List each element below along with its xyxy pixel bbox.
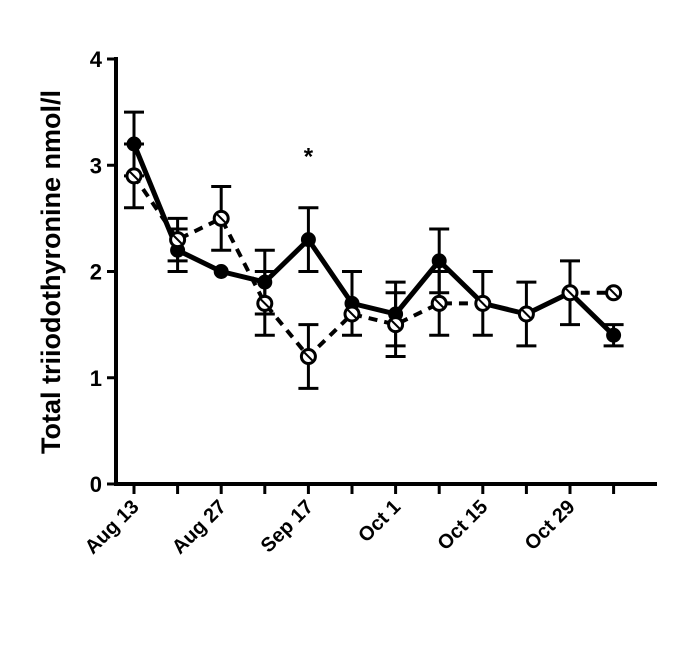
- data-point-open-mark: [565, 288, 575, 298]
- x-tick-label: Oct 1: [354, 496, 405, 547]
- y-tick-label: 0: [90, 472, 102, 497]
- data-point-open-mark: [608, 288, 619, 298]
- data-point-filled: [606, 327, 622, 343]
- error-bars: [124, 110, 624, 390]
- data-point-open-mark: [390, 319, 401, 330]
- data-point-filled: [300, 232, 316, 248]
- data-point-filled: [126, 136, 142, 152]
- data-point-open-mark: [347, 309, 357, 319]
- x-tick-label: Aug 13: [81, 496, 144, 559]
- significance-annotation: *: [304, 144, 314, 171]
- data-point-open-mark: [260, 298, 270, 309]
- y-tick-label: 2: [90, 260, 102, 285]
- x-tick-label: Aug 27: [168, 496, 231, 559]
- x-tick-label: Oct 29: [521, 496, 580, 555]
- data-point-open-mark: [129, 171, 139, 181]
- data-point-filled: [431, 253, 447, 269]
- data-point-open-mark: [434, 298, 444, 309]
- data-point-open-mark: [478, 298, 488, 309]
- axis-labels: 0 1 2 3 4 Aug 13 Aug 27 Sep 17 Oct 1 Oct 15 Oct 29…: [81, 47, 580, 559]
- x-tick-label: Oct 15: [434, 496, 493, 555]
- data-point-open-mark: [172, 234, 183, 245]
- y-tick-label: 4: [90, 47, 103, 72]
- y-tick-label: 1: [90, 366, 102, 391]
- series-lines: [131, 143, 616, 360]
- data-point-filled: [257, 274, 273, 290]
- y-tick-label: 3: [90, 153, 102, 178]
- data-point-filled: [213, 264, 229, 279]
- x-tick-label: Sep 17: [257, 496, 318, 557]
- data-point-open-mark: [521, 309, 532, 319]
- data-points: [125, 136, 623, 365]
- data-point-open-mark: [303, 351, 314, 362]
- data-point-open-mark: [216, 213, 226, 224]
- y-axis-title: Total triiodothyronine nmol/l: [36, 90, 66, 454]
- axes: [107, 57, 657, 494]
